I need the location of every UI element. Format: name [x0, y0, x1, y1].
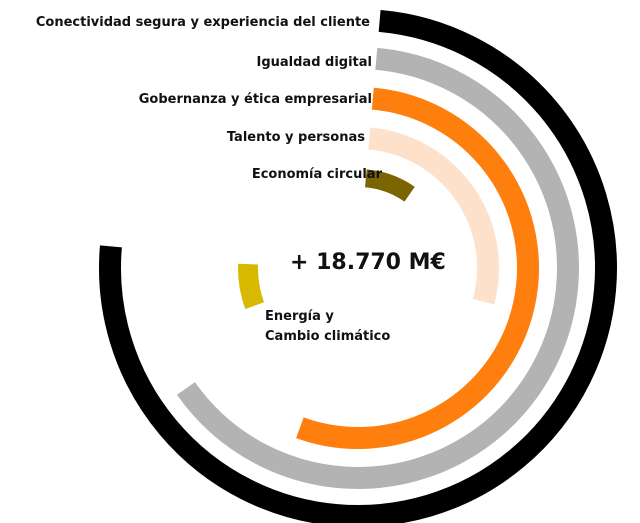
category-label: Economía circular — [251, 167, 382, 182]
arc — [99, 9, 617, 523]
arc — [364, 169, 415, 202]
category-label: Igualdad digital — [256, 55, 372, 70]
category-label: Gobernanza y ética empresarial — [138, 92, 372, 107]
category-label: Energía y Cambio climático — [265, 309, 391, 344]
arc — [296, 87, 539, 449]
category-label: Conectividad segura y experiencia del cl… — [35, 15, 370, 30]
arc — [176, 47, 579, 489]
category-label: Talento y personas — [226, 130, 365, 145]
arc — [238, 263, 265, 310]
arc — [368, 127, 499, 305]
center-label: + 18.770 M€ — [290, 250, 446, 275]
